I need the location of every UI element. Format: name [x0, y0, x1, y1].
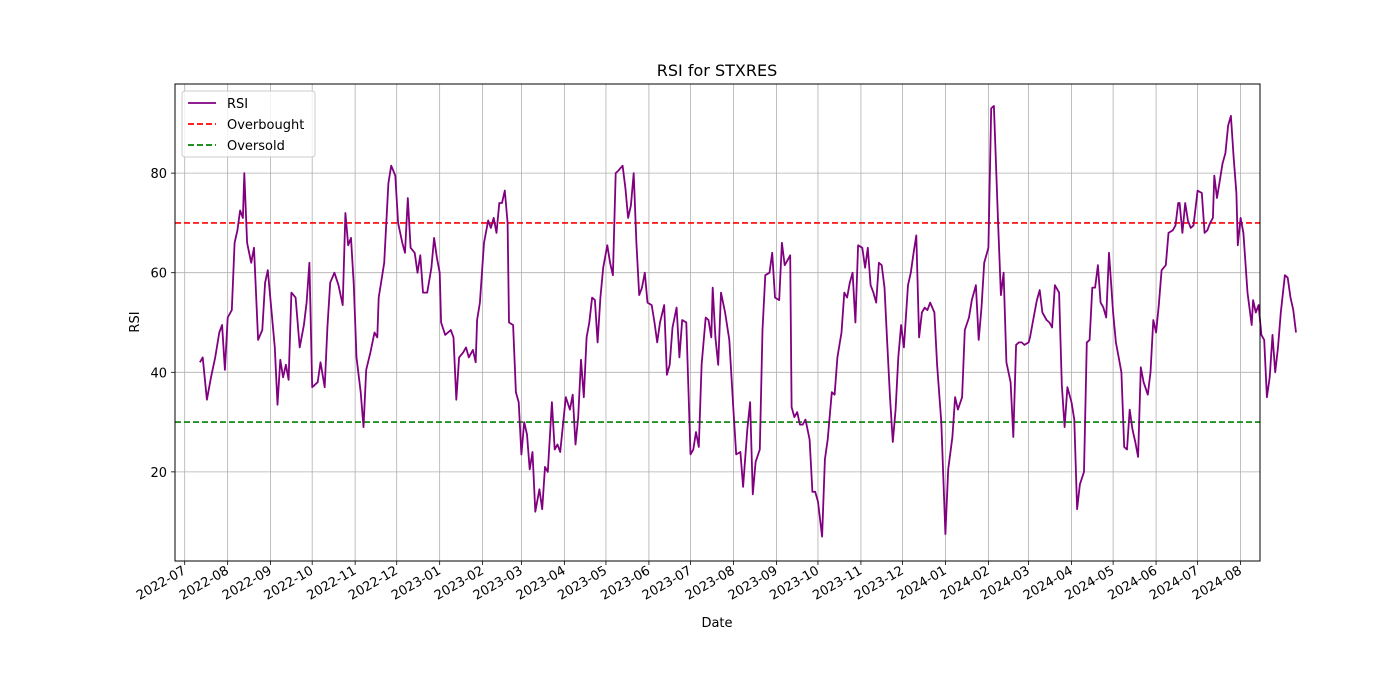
x-axis-ticks: 2022-072022-082022-092022-102022-112022-…	[134, 561, 1245, 604]
legend-rsi-label: RSI	[227, 97, 248, 112]
x-axis-label: Date	[701, 616, 732, 631]
y-tick-label: 80	[150, 167, 167, 182]
chart-title: RSI for STXRES	[657, 61, 777, 80]
legend-oversold-label: Oversold	[227, 139, 285, 154]
y-axis-label: RSI	[128, 311, 143, 332]
y-tick-label: 60	[150, 267, 167, 282]
x-tick-label: 2024-08	[1190, 563, 1245, 603]
y-tick-label: 20	[150, 466, 167, 481]
y-tick-label: 40	[150, 366, 167, 381]
plot-frame	[174, 83, 1261, 562]
series-layer	[199, 105, 1297, 538]
y-axis-ticks: 20 40 60 80	[150, 167, 175, 481]
grid	[175, 84, 1260, 561]
legend: RSI Overbought Oversold	[181, 90, 316, 158]
threshold-lines	[175, 222, 1260, 423]
rsi-series-line	[199, 105, 1297, 538]
legend-box	[181, 90, 316, 158]
legend-overbought-label: Overbought	[227, 118, 304, 133]
